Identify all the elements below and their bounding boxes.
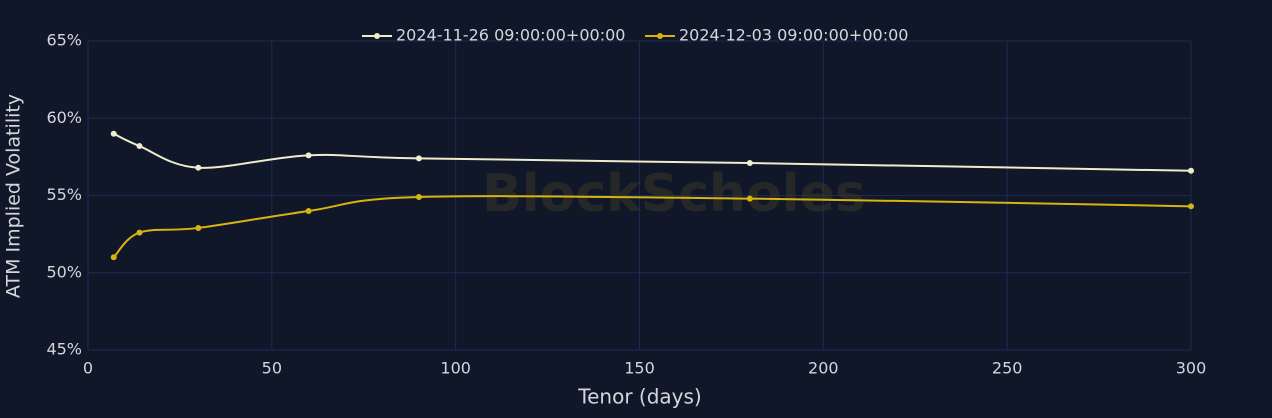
x-tick-label: 50 — [262, 359, 282, 378]
point — [136, 143, 143, 150]
point — [415, 155, 422, 162]
legend-label[interactable]: 2024-11-26 09:00:00+00:00 — [396, 26, 625, 45]
point — [110, 254, 117, 261]
watermark: BlockScholes — [482, 164, 866, 224]
y-tick-label: 65% — [46, 31, 82, 50]
y-tick-label: 55% — [46, 185, 82, 204]
x-tick-label: 0 — [83, 359, 93, 378]
legend-label[interactable]: 2024-12-03 09:00:00+00:00 — [679, 26, 908, 45]
x-tick-label: 300 — [1176, 359, 1207, 378]
y-tick-label: 60% — [46, 108, 82, 127]
point — [746, 160, 753, 167]
y-tick-label: 45% — [46, 340, 82, 359]
x-axis-title: Tenor (days) — [577, 385, 701, 409]
x-tick-label: 200 — [808, 359, 839, 378]
point — [195, 224, 202, 231]
point — [136, 229, 143, 236]
y-tick-label: 50% — [46, 262, 82, 281]
x-tick-label: 100 — [440, 359, 471, 378]
legend-marker — [374, 33, 380, 39]
point — [1188, 167, 1194, 174]
point — [746, 195, 753, 202]
point — [195, 164, 202, 171]
x-tick-label: 250 — [992, 359, 1023, 378]
point — [415, 194, 422, 201]
point — [305, 152, 312, 159]
point — [1188, 203, 1194, 210]
legend-marker — [657, 33, 663, 39]
y-axis-title: ATM Implied Volatility — [3, 94, 25, 298]
point — [110, 130, 117, 137]
x-tick-label: 150 — [624, 359, 655, 378]
point — [305, 207, 312, 214]
